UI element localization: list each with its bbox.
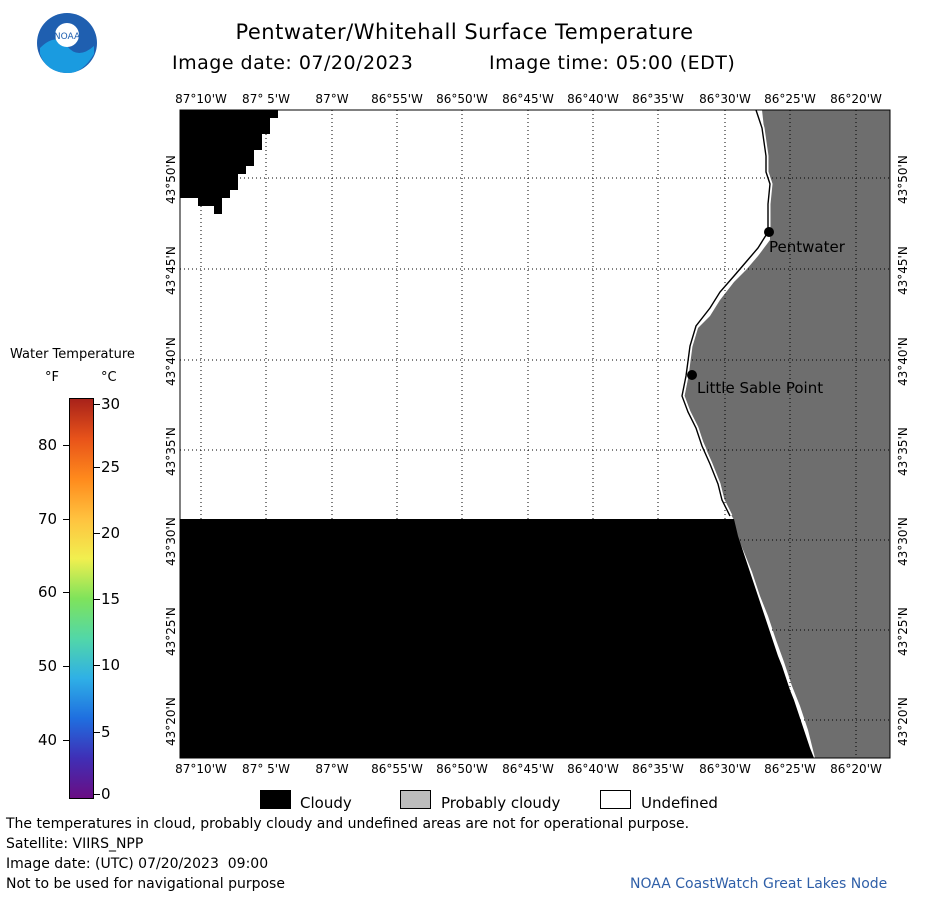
celsius-tick: 15 — [101, 590, 121, 608]
fahrenheit-tick-mark — [63, 592, 69, 593]
fahrenheit-tick-mark — [63, 445, 69, 446]
land-area — [684, 110, 890, 758]
color-scale-bar — [69, 398, 94, 799]
legend-label-cloudy: Cloudy — [300, 794, 352, 812]
latitude-label: 43°40'N — [896, 337, 910, 386]
footer-credit: NOAA CoastWatch Great Lakes Node — [630, 876, 888, 892]
legend-label-undefined: Undefined — [641, 794, 718, 812]
latitude-label: 43°35'N — [896, 427, 910, 476]
map-title: Pentwater/Whitehall Surface Temperature — [235, 20, 694, 44]
footer-satellite: Satellite: VIIRS_NPP — [6, 836, 144, 852]
longitude-label: 86°45'W — [502, 762, 554, 776]
image-date: Image date: 07/20/2023 — [172, 52, 414, 74]
celsius-tick: 10 — [101, 656, 121, 674]
longitude-label: 86°20'W — [830, 92, 882, 106]
legend-label-probably-cloudy: Probably cloudy — [441, 794, 561, 812]
longitude-label: 87° 5'W — [242, 762, 290, 776]
unit-fahrenheit: °F — [45, 370, 59, 385]
longitude-label: 86°55'W — [371, 92, 423, 106]
footer-disclaimer: The temperatures in cloud, probably clou… — [6, 816, 690, 832]
celsius-tick: 0 — [101, 785, 111, 803]
noaa-logo: NOAA — [37, 13, 97, 74]
latitude-label: 43°40'N — [164, 337, 178, 386]
celsius-tick-mark — [94, 665, 100, 666]
graticule — [180, 110, 890, 758]
longitude-label: 86°50'W — [436, 92, 488, 106]
celsius-tick-mark — [94, 599, 100, 600]
little-sable-point-marker — [687, 370, 697, 380]
latitude-label: 43°25'N — [164, 607, 178, 656]
longitude-label: 86°35'W — [632, 762, 684, 776]
celsius-tick-mark — [94, 467, 100, 468]
longitude-label: 87°10'W — [175, 762, 227, 776]
cloud-area-south — [180, 519, 814, 758]
celsius-tick: 5 — [101, 723, 111, 741]
footer-utc-date: Image date: (UTC) 07/20/2023 09:00 — [6, 856, 269, 872]
map-frame — [179, 109, 891, 759]
little-sable-point-label: Little Sable Point — [697, 379, 824, 397]
latitude-label: 43°30'N — [164, 517, 178, 566]
fahrenheit-tick: 60 — [38, 583, 58, 601]
footer-navigation-warning: Not to be used for navigational purpose — [6, 876, 285, 892]
latitude-label: 43°20'N — [164, 697, 178, 746]
fahrenheit-tick: 50 — [38, 657, 58, 675]
cloud-area-northwest — [180, 110, 278, 214]
unit-celsius: °C — [101, 370, 117, 385]
celsius-tick-mark — [94, 533, 100, 534]
fahrenheit-tick-mark — [63, 519, 69, 520]
fahrenheit-tick: 40 — [38, 731, 58, 749]
image-time: Image time: 05:00 (EDT) — [489, 52, 736, 74]
celsius-tick-mark — [94, 794, 100, 795]
celsius-tick: 30 — [101, 395, 121, 413]
celsius-tick-mark — [94, 732, 100, 733]
longitude-label: 86°30'W — [699, 92, 751, 106]
longitude-label: 87°W — [315, 92, 349, 106]
legend-swatch-cloudy — [260, 790, 291, 809]
pentwater-label: Pentwater — [769, 238, 845, 256]
longitude-label: 86°40'W — [567, 92, 619, 106]
noaa-logo-text: NOAA — [54, 32, 81, 42]
fahrenheit-tick: 70 — [38, 510, 58, 528]
latitude-label: 43°30'N — [896, 517, 910, 566]
longitude-label: 86°20'W — [830, 762, 882, 776]
longitude-label: 86°50'W — [436, 762, 488, 776]
color-scale-title: Water Temperature — [10, 347, 135, 362]
longitude-label: 86°40'W — [567, 762, 619, 776]
latitude-label: 43°50'N — [896, 155, 910, 204]
legend-swatch-undefined — [600, 790, 631, 809]
pentwater-marker — [764, 227, 774, 237]
latitude-label: 43°20'N — [896, 697, 910, 746]
longitude-label: 86°25'W — [764, 762, 816, 776]
longitude-label: 87°W — [315, 762, 349, 776]
celsius-tick: 20 — [101, 524, 121, 542]
celsius-tick-mark — [94, 404, 100, 405]
longitude-label: 86°45'W — [502, 92, 554, 106]
longitude-label: 87°10'W — [175, 92, 227, 106]
celsius-tick: 25 — [101, 458, 121, 476]
latitude-label: 43°45'N — [164, 246, 178, 295]
fahrenheit-tick-mark — [63, 666, 69, 667]
fahrenheit-tick: 80 — [38, 436, 58, 454]
latitude-label: 43°35'N — [164, 427, 178, 476]
longitude-label: 86°25'W — [764, 92, 816, 106]
latitude-label: 43°50'N — [164, 155, 178, 204]
longitude-label: 86°30'W — [699, 762, 751, 776]
longitude-label: 86°35'W — [632, 92, 684, 106]
longitude-label: 87° 5'W — [242, 92, 290, 106]
latitude-label: 43°45'N — [896, 246, 910, 295]
fahrenheit-tick-mark — [63, 740, 69, 741]
longitude-label: 86°55'W — [371, 762, 423, 776]
legend-swatch-probably-cloudy — [400, 790, 431, 809]
latitude-label: 43°25'N — [896, 607, 910, 656]
